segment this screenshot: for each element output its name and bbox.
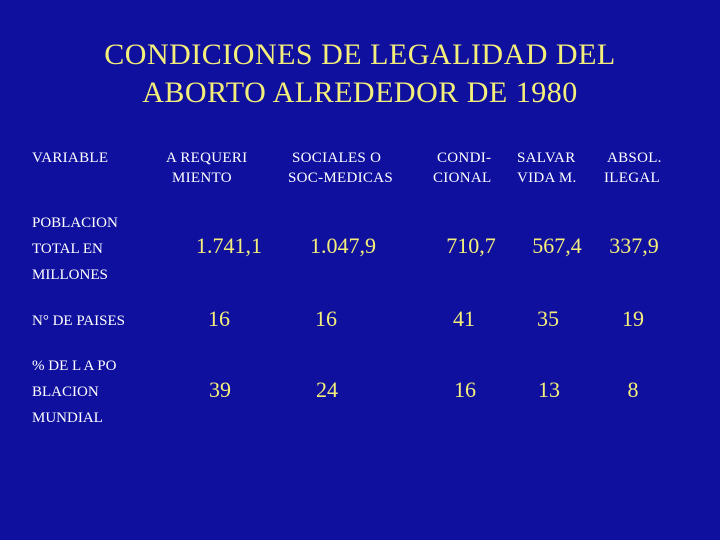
cell-paises-salvar-vida: 35: [537, 306, 559, 331]
cell-mundial-condicional: 16: [454, 377, 476, 402]
row-label-paises-line1: N° DE PAISES: [32, 313, 125, 329]
header-salvar-vida-line2: VIDA M.: [517, 170, 577, 186]
header-sociales: SOCIALES O SOC-MEDICAS: [288, 148, 393, 188]
row-label-poblacion-mundial-line3: MUNDIAL: [32, 410, 103, 426]
cell-poblacion-absol-ilegal: 337,9: [609, 233, 659, 258]
row-label-poblacion: POBLACION TOTAL EN MILLONES: [32, 210, 118, 288]
cell-poblacion-a-requerimiento: 1.741,1: [196, 233, 262, 258]
row-label-paises: N° DE PAISES: [32, 311, 125, 331]
slide-title: CONDICIONES DE LEGALIDAD DEL ABORTO ALRE…: [0, 36, 720, 112]
cell-mundial-salvar-vida: 13: [538, 377, 560, 402]
cell-paises-a-requerimiento: 16: [208, 306, 230, 331]
header-condicional: CONDI- CIONAL: [433, 148, 491, 188]
row-label-poblacion-line3: MILLONES: [32, 267, 108, 283]
header-absol-ilegal-line2: ILEGAL: [604, 170, 660, 186]
row-label-poblacion-mundial: % DE L A PO BLACION MUNDIAL: [32, 353, 116, 431]
header-a-requerimiento-line2: MIENTO: [172, 170, 232, 186]
header-variable-line1: VARIABLE: [32, 150, 109, 166]
cell-mundial-sociales: 24: [316, 377, 338, 402]
row-label-poblacion-mundial-line1: % DE L A PO: [32, 358, 117, 374]
header-variable: VARIABLE: [32, 148, 108, 168]
row-label-poblacion-line1: POBLACION: [32, 215, 118, 231]
header-condicional-line2: CIONAL: [433, 170, 492, 186]
row-label-poblacion-line2: TOTAL EN: [32, 241, 103, 257]
header-salvar-vida: SALVAR VIDA M.: [517, 148, 577, 188]
header-sociales-line1: SOCIALES O: [292, 150, 382, 166]
cell-mundial-a-requerimiento: 39: [209, 377, 231, 402]
header-a-requerimiento-line1: A REQUERI: [166, 150, 248, 166]
header-sociales-line2: SOC-MEDICAS: [288, 170, 393, 186]
row-label-poblacion-mundial-line2: BLACION: [32, 384, 99, 400]
cell-poblacion-salvar-vida: 567,4: [532, 233, 582, 258]
title-line-1: CONDICIONES DE LEGALIDAD DEL: [104, 38, 616, 71]
title-line-2: ABORTO ALREDEDOR DE 1980: [142, 76, 578, 109]
cell-paises-condicional: 41: [453, 306, 475, 331]
header-condicional-line1: CONDI-: [437, 150, 492, 166]
cell-poblacion-condicional: 710,7: [446, 233, 496, 258]
header-absol-ilegal-line1: ABSOL.: [607, 150, 662, 166]
cell-paises-sociales: 16: [315, 306, 337, 331]
header-salvar-vida-line1: SALVAR: [517, 150, 576, 166]
cell-paises-absol-ilegal: 19: [622, 306, 644, 331]
header-a-requerimiento: A REQUERI MIENTO: [166, 148, 247, 188]
cell-mundial-absol-ilegal: 8: [627, 377, 639, 402]
cell-poblacion-sociales: 1.047,9: [310, 233, 376, 258]
header-absol-ilegal: ABSOL. ILEGAL: [604, 148, 662, 188]
